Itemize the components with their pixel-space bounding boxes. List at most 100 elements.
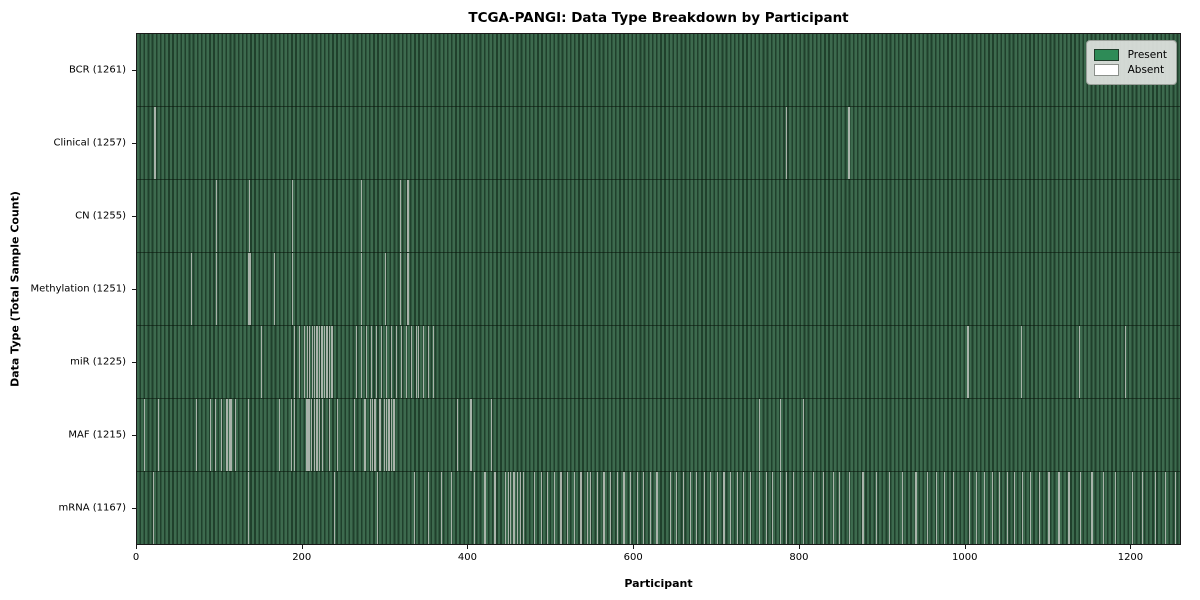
absent-mark bbox=[573, 472, 575, 544]
absent-mark bbox=[580, 472, 582, 544]
absent-mark bbox=[772, 472, 774, 544]
absent-mark bbox=[248, 180, 250, 252]
absent-mark bbox=[328, 399, 331, 471]
absent-mark bbox=[249, 253, 251, 325]
y-tick-label: CN (1255) bbox=[75, 210, 126, 222]
absent-mark bbox=[710, 472, 712, 544]
absent-mark bbox=[786, 472, 788, 544]
absent-mark bbox=[822, 472, 824, 544]
legend-swatch-present bbox=[1093, 49, 1119, 61]
absent-mark bbox=[304, 326, 306, 398]
absent-mark bbox=[1048, 472, 1050, 544]
absent-mark bbox=[1030, 472, 1032, 544]
absent-mark bbox=[215, 180, 217, 252]
absent-mark bbox=[636, 472, 638, 544]
legend-label: Absent bbox=[1127, 64, 1165, 76]
absent-mark bbox=[375, 399, 377, 471]
absent-mark bbox=[331, 326, 333, 398]
absent-mark bbox=[395, 326, 398, 398]
absent-mark bbox=[190, 253, 192, 325]
absent-mark bbox=[385, 253, 387, 325]
absent-mark bbox=[862, 472, 864, 544]
absent-mark bbox=[1058, 472, 1060, 544]
absent-mark bbox=[603, 472, 605, 544]
x-tick-label: 800 bbox=[789, 552, 809, 563]
absent-mark bbox=[361, 180, 363, 252]
y-tick-mark bbox=[132, 289, 136, 290]
absent-mark bbox=[291, 180, 293, 252]
x-tick-mark bbox=[798, 545, 800, 549]
legend-entry-absent: Absent bbox=[1093, 64, 1167, 76]
absent-mark bbox=[491, 399, 493, 471]
absent-mark bbox=[153, 107, 155, 179]
absent-mark bbox=[328, 326, 331, 398]
absent-mark bbox=[888, 472, 891, 544]
absent-mark bbox=[316, 326, 318, 398]
x-tick-mark bbox=[136, 545, 137, 549]
absent-mark bbox=[220, 399, 222, 471]
x-tick-label: 400 bbox=[457, 552, 478, 563]
absent-mark bbox=[400, 180, 402, 252]
absent-mark bbox=[428, 472, 430, 544]
absent-mark bbox=[484, 472, 486, 544]
absent-mark bbox=[567, 472, 569, 544]
absent-mark bbox=[195, 399, 197, 471]
absent-mark bbox=[507, 472, 509, 544]
absent-mark bbox=[309, 399, 311, 471]
absent-mark bbox=[385, 326, 388, 398]
absent-mark bbox=[983, 472, 986, 544]
absent-mark bbox=[400, 326, 403, 398]
absent-mark bbox=[629, 472, 632, 544]
absent-mark bbox=[307, 399, 309, 471]
absent-mark bbox=[494, 472, 496, 544]
absent-mark bbox=[1165, 472, 1167, 544]
absent-mark bbox=[247, 399, 250, 471]
heatmap-row-mRNA bbox=[137, 472, 1180, 544]
x-tick-mark bbox=[964, 545, 966, 549]
x-tick-label: 1000 bbox=[951, 552, 978, 563]
absent-mark bbox=[523, 472, 525, 544]
absent-mark bbox=[540, 472, 542, 544]
heatmap-row-Methylation bbox=[137, 253, 1180, 326]
absent-mark bbox=[440, 472, 442, 544]
heatmap-row-Clinical bbox=[137, 107, 1180, 180]
absent-mark bbox=[290, 399, 293, 471]
absent-mark bbox=[969, 472, 971, 544]
absent-mark bbox=[779, 399, 781, 471]
absent-mark bbox=[1091, 472, 1093, 544]
absent-mark bbox=[1103, 472, 1105, 544]
absent-mark bbox=[1021, 326, 1023, 398]
absent-mark bbox=[703, 472, 705, 544]
absent-mark bbox=[1132, 472, 1134, 544]
absent-mark bbox=[306, 326, 308, 398]
absent-mark bbox=[1068, 472, 1070, 544]
absent-mark bbox=[623, 472, 625, 544]
absent-mark bbox=[371, 399, 374, 471]
absent-mark bbox=[247, 253, 250, 325]
absent-mark bbox=[428, 326, 430, 398]
absent-mark bbox=[407, 180, 409, 252]
absent-mark bbox=[227, 399, 229, 471]
absent-mark bbox=[802, 399, 805, 471]
legend-entry-present: Present bbox=[1093, 49, 1167, 61]
absent-mark bbox=[353, 399, 355, 471]
absent-mark bbox=[381, 326, 383, 398]
absent-mark bbox=[513, 472, 515, 544]
absent-mark bbox=[337, 399, 339, 471]
absent-mark bbox=[305, 399, 307, 471]
absent-mark bbox=[1038, 472, 1040, 544]
absent-mark bbox=[230, 399, 232, 471]
absent-mark bbox=[553, 472, 556, 544]
absent-mark bbox=[1155, 472, 1157, 544]
absent-mark bbox=[261, 326, 263, 398]
absent-mark bbox=[209, 399, 211, 471]
absent-mark bbox=[384, 399, 386, 471]
legend-label: Present bbox=[1127, 49, 1167, 61]
absent-mark bbox=[586, 472, 589, 544]
absent-mark bbox=[689, 472, 691, 544]
absent-mark bbox=[967, 326, 969, 398]
absent-mark bbox=[736, 472, 738, 544]
absent-mark bbox=[915, 472, 917, 544]
absent-mark bbox=[952, 472, 954, 544]
absent-mark bbox=[1079, 326, 1081, 398]
